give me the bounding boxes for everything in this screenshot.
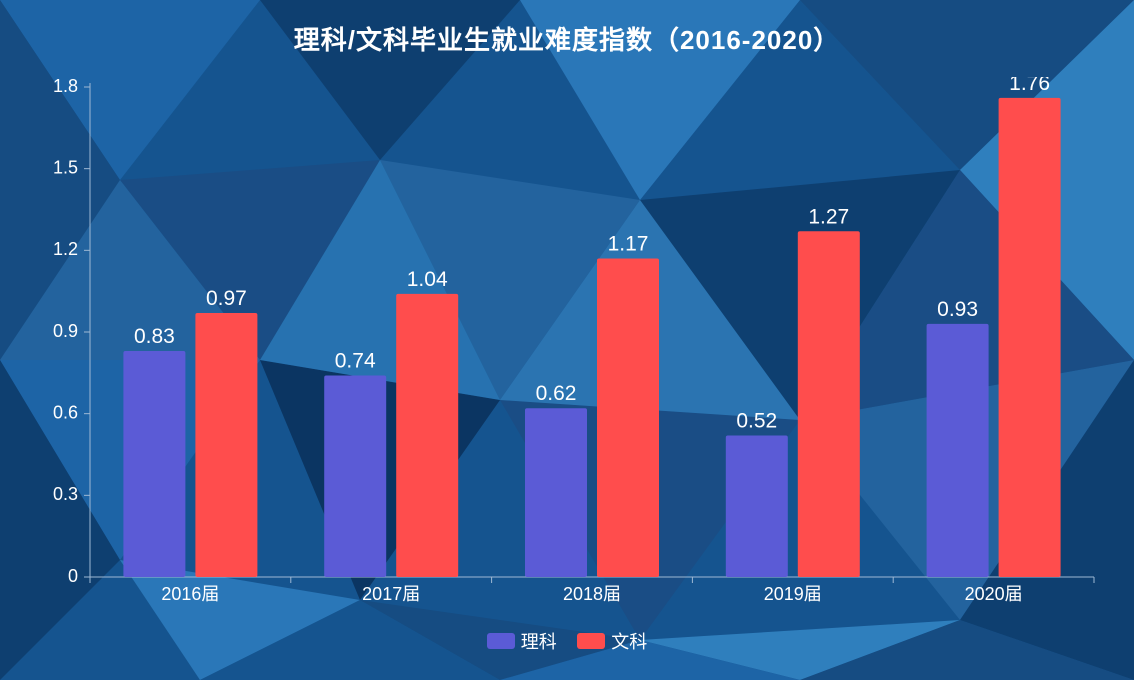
bar-文科-2019届 [798, 231, 860, 577]
x-axis-label-2016届: 2016届 [161, 584, 219, 604]
svg-text:0.6: 0.6 [53, 402, 78, 422]
svg-text:1.5: 1.5 [53, 157, 78, 177]
bar-理科-2016届 [123, 351, 185, 577]
chart-legend: 理科 文科 [30, 628, 1104, 654]
bar-label-文科-2017届: 1.04 [407, 268, 448, 291]
bar-理科-2020届 [927, 324, 989, 577]
bar-label-文科-2018届: 1.17 [608, 233, 649, 256]
svg-text:0: 0 [68, 566, 78, 586]
bar-label-理科-2018届: 0.62 [536, 382, 577, 405]
legend-item-series-0: 理科 [487, 628, 557, 654]
legend-label-series-0: 理科 [521, 628, 557, 654]
bar-理科-2018届 [525, 408, 587, 577]
legend-item-series-1: 文科 [577, 628, 647, 654]
bar-label-文科-2019届: 1.27 [808, 205, 849, 228]
chart-container: 理科/文科毕业生就业难度指数（2016-2020） 0 0.3 0.6 0.9 1.2 1… [0, 0, 1134, 680]
bar-label-理科-2020届: 0.93 [937, 298, 978, 321]
bar-文科-2020届 [999, 98, 1061, 577]
legend-swatch-series-0 [487, 633, 515, 649]
bar-label-理科-2017届: 0.74 [335, 350, 376, 373]
bar-label-文科-2016届: 0.97 [206, 287, 247, 310]
chart-title: 理科/文科毕业生就业难度指数（2016-2020） [30, 20, 1104, 57]
chart-plot-area: 0 0.3 0.6 0.9 1.2 1.5 1.8 0.83 0.97 2016届 0.74 1.04… [30, 77, 1104, 622]
legend-swatch-series-1 [577, 633, 605, 649]
bar-理科-2019届 [726, 435, 788, 577]
x-axis-label-2017届: 2017届 [362, 584, 420, 604]
bar-理科-2017届 [324, 376, 386, 577]
bar-label-文科-2020届: 1.76 [1009, 77, 1050, 95]
bar-label-理科-2019届: 0.52 [736, 409, 777, 432]
svg-text:0.3: 0.3 [53, 484, 78, 504]
x-axis-label-2018届: 2018届 [563, 584, 621, 604]
legend-label-series-1: 文科 [611, 628, 647, 654]
svg-text:1.2: 1.2 [53, 239, 78, 259]
x-axis-label-2020届: 2020届 [965, 584, 1023, 604]
bar-文科-2018届 [597, 259, 659, 578]
svg-text:1.8: 1.8 [53, 77, 78, 96]
bar-文科-2017届 [396, 294, 458, 577]
chart-svg: 0 0.3 0.6 0.9 1.2 1.5 1.8 0.83 0.97 2016届 0.74 1.04… [30, 77, 1104, 617]
bar-文科-2016届 [195, 313, 257, 577]
svg-text:0.9: 0.9 [53, 321, 78, 341]
x-axis-label-2019届: 2019届 [764, 584, 822, 604]
bar-label-理科-2016届: 0.83 [134, 325, 175, 348]
